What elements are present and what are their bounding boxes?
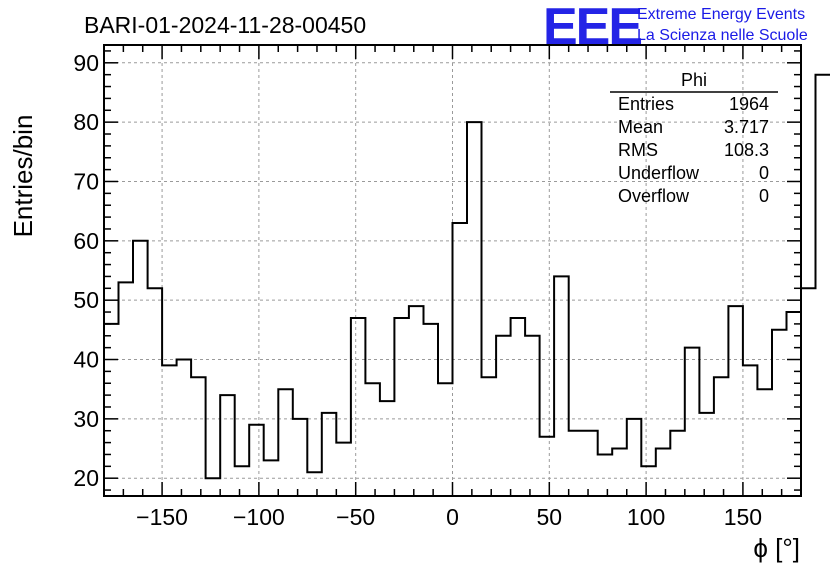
x-tick-label: −150 [136, 504, 188, 530]
stats-row-value: 3.717 [724, 117, 769, 137]
axis-ticks [103, 45, 802, 496]
y-tick-label: 20 [73, 465, 99, 491]
stats-row-label: Underflow [618, 163, 700, 183]
tick-labels: −150 −100 −50 0 50 100 150 20 30 40 50 60 70 80 90 [73, 50, 762, 530]
stats-row-label: RMS [618, 140, 658, 160]
y-tick-label: 70 [73, 168, 99, 194]
x-tick-label: 0 [446, 504, 459, 530]
stats-box: Phi Entries 1964 Mean 3.717 RMS 108.3 Underflo… [610, 70, 778, 206]
stats-box-name: Phi [681, 70, 707, 90]
eee-logo-line2: La Scienza nelle Scuole [637, 27, 808, 44]
x-tick-label: 100 [627, 504, 665, 530]
stats-row-label: Overflow [618, 186, 690, 206]
stats-box-rows: Entries 1964 Mean 3.717 RMS 108.3 Underflow 0 Ov… [618, 94, 769, 206]
y-tick-label: 80 [73, 109, 99, 135]
chart-title: BARI-01-2024-11-28-00450 [84, 12, 366, 38]
eee-logo: EEE Extreme Energy Events La Scienza nel… [543, 0, 808, 56]
stats-row-label: Entries [618, 94, 674, 114]
x-tick-label: −100 [233, 504, 285, 530]
stats-row-value: 0 [759, 163, 769, 183]
stats-row-value: 108.3 [724, 140, 769, 160]
x-tick-label: 150 [724, 504, 762, 530]
y-tick-label: 60 [73, 228, 99, 254]
eee-logo-line1: Extreme Energy Events [637, 6, 805, 23]
y-tick-label: 90 [73, 50, 99, 76]
stats-row-value: 0 [759, 186, 769, 206]
stats-row-value: 1964 [729, 94, 769, 114]
y-tick-label: 30 [73, 406, 99, 432]
y-tick-label: 40 [73, 347, 99, 373]
y-tick-label: 50 [73, 287, 99, 313]
x-axis-title: ϕ [°] [753, 533, 800, 563]
stats-row-label: Mean [618, 117, 663, 137]
histogram-step-line [104, 73, 830, 480]
y-axis-title: Entries/bin [8, 115, 38, 238]
x-tick-label: 50 [537, 504, 563, 530]
x-tick-label: −50 [336, 504, 375, 530]
eee-logo-mark: EEE [543, 0, 641, 56]
